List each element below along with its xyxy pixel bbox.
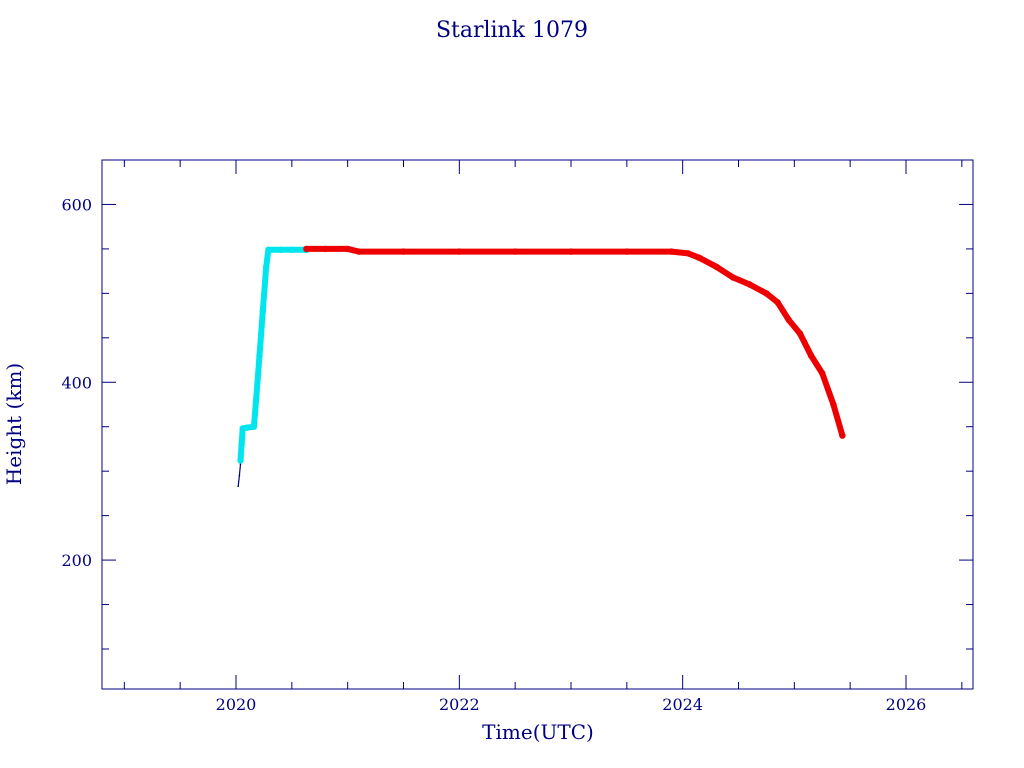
data-point xyxy=(763,290,770,297)
y-axis-label: Height (km) xyxy=(2,363,26,485)
data-point xyxy=(238,474,241,477)
data-point xyxy=(774,299,781,306)
x-tick-label: 2024 xyxy=(662,695,703,714)
y-tick-label: 400 xyxy=(61,373,92,392)
x-axis-label: Time(UTC) xyxy=(482,720,594,744)
data-point xyxy=(668,248,675,255)
data-point xyxy=(512,248,519,255)
data-point xyxy=(265,246,272,253)
axis-ticks xyxy=(102,159,973,689)
y-tick-label: 200 xyxy=(61,551,92,570)
data-point xyxy=(250,423,258,430)
data-point xyxy=(237,457,244,464)
data-point xyxy=(807,352,815,359)
x-tick-label: 2020 xyxy=(216,695,257,714)
data-point xyxy=(238,441,245,448)
data-point xyxy=(259,307,266,315)
data-point xyxy=(237,485,239,488)
x-tick-label: 2026 xyxy=(886,695,927,714)
chart-title: Starlink 1079 xyxy=(436,18,588,43)
data-point xyxy=(456,248,463,255)
series-track-operational xyxy=(303,245,846,439)
data-point xyxy=(303,245,310,253)
data-point xyxy=(696,254,703,261)
data-point xyxy=(344,245,351,253)
data-point xyxy=(322,245,329,253)
plot-frame xyxy=(101,159,974,690)
data-point xyxy=(830,401,837,408)
data-point xyxy=(288,246,295,253)
series-track-orbit_raising xyxy=(237,246,310,464)
data-point xyxy=(785,316,792,324)
data-point xyxy=(239,463,242,465)
data-point xyxy=(252,396,260,404)
data-point xyxy=(256,352,263,359)
tick-labels: 2020 2022 2024 2026 200 400 600 xyxy=(61,195,926,714)
data-point xyxy=(729,274,737,281)
x-tick-label: 2022 xyxy=(439,695,480,714)
data-point xyxy=(400,248,407,255)
data-point xyxy=(746,281,753,288)
y-tick-label: 600 xyxy=(61,195,92,214)
data-point xyxy=(713,263,720,270)
data-point xyxy=(623,248,630,255)
data-point xyxy=(839,432,846,439)
data-point xyxy=(796,330,804,337)
data-point xyxy=(355,248,362,255)
data-point xyxy=(277,246,284,253)
data-points xyxy=(237,245,846,488)
data-point xyxy=(819,370,826,377)
data-point xyxy=(685,250,692,257)
data-point xyxy=(567,248,575,255)
data-point xyxy=(263,263,270,270)
data-point xyxy=(244,424,251,431)
